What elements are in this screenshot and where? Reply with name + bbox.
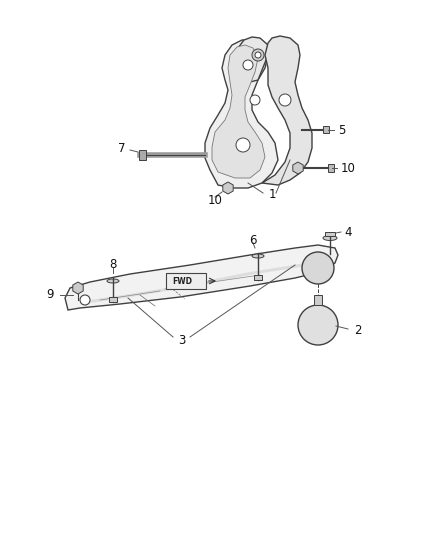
FancyBboxPatch shape — [314, 295, 322, 305]
Text: 7: 7 — [118, 141, 126, 155]
Circle shape — [250, 95, 260, 105]
Polygon shape — [190, 272, 250, 287]
Circle shape — [314, 264, 322, 272]
Text: 2: 2 — [354, 325, 362, 337]
FancyBboxPatch shape — [254, 275, 262, 280]
Ellipse shape — [107, 279, 119, 283]
Text: 1: 1 — [268, 189, 276, 201]
Polygon shape — [262, 36, 312, 185]
Polygon shape — [130, 284, 190, 297]
Circle shape — [243, 60, 253, 70]
Circle shape — [80, 295, 90, 305]
FancyBboxPatch shape — [325, 232, 335, 236]
Text: 9: 9 — [46, 288, 54, 302]
Text: 5: 5 — [338, 124, 346, 136]
Polygon shape — [250, 264, 300, 275]
Text: 3: 3 — [178, 334, 186, 346]
Text: 10: 10 — [341, 161, 356, 174]
Polygon shape — [300, 258, 320, 267]
Circle shape — [306, 313, 330, 337]
FancyBboxPatch shape — [328, 164, 334, 172]
Polygon shape — [238, 37, 268, 82]
Text: 4: 4 — [344, 225, 352, 238]
Ellipse shape — [252, 254, 264, 258]
FancyBboxPatch shape — [139, 150, 146, 160]
Polygon shape — [90, 294, 130, 303]
FancyBboxPatch shape — [166, 273, 206, 289]
Circle shape — [298, 305, 338, 345]
Polygon shape — [205, 40, 278, 188]
Circle shape — [279, 94, 291, 106]
Polygon shape — [212, 45, 265, 178]
Circle shape — [236, 138, 250, 152]
Circle shape — [309, 259, 327, 277]
Text: FWD: FWD — [172, 277, 192, 286]
Circle shape — [255, 52, 261, 58]
Text: 10: 10 — [208, 193, 223, 206]
Circle shape — [302, 252, 334, 284]
FancyBboxPatch shape — [323, 126, 329, 133]
Circle shape — [313, 320, 323, 330]
Text: 6: 6 — [249, 233, 257, 246]
Text: 8: 8 — [110, 259, 117, 271]
FancyBboxPatch shape — [109, 297, 117, 302]
Circle shape — [252, 49, 264, 61]
Polygon shape — [65, 245, 338, 310]
Ellipse shape — [323, 236, 337, 240]
